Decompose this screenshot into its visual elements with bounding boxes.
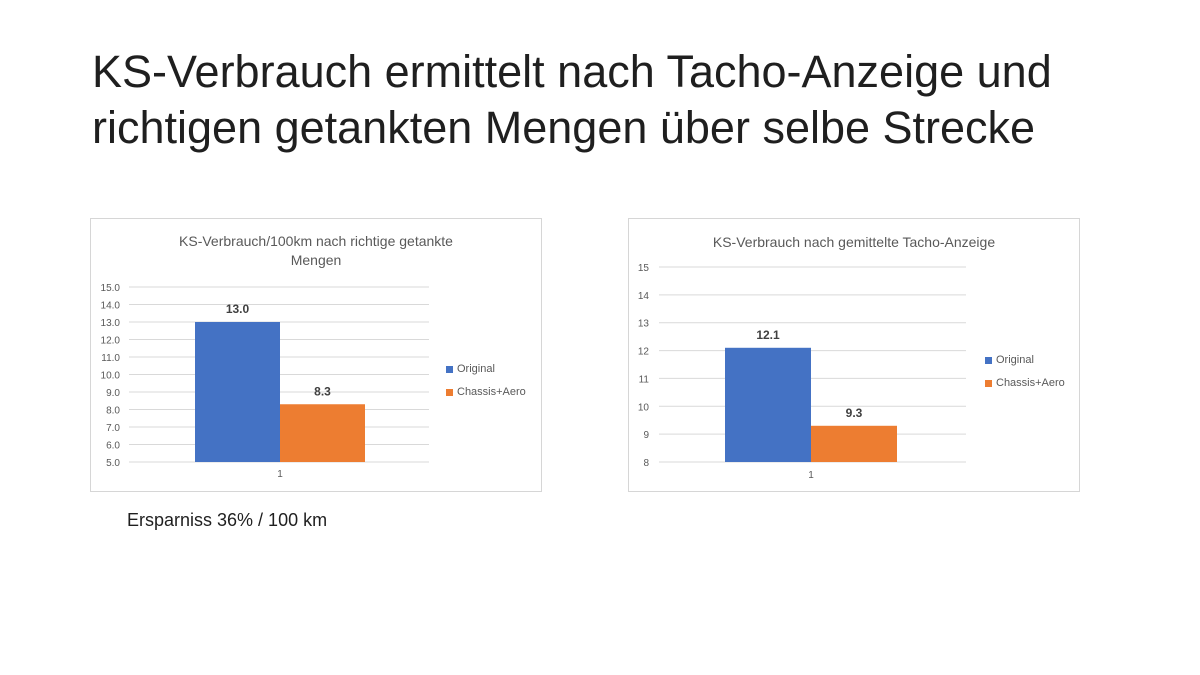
y-tick-label: 12.0: [101, 336, 121, 347]
y-tick-label: 13.0: [101, 318, 121, 329]
data-label: 12.1: [756, 328, 780, 342]
y-tick-label: 9: [643, 430, 649, 441]
y-tick-label: 11: [639, 374, 650, 385]
legend-item-original: Original: [985, 353, 1065, 367]
y-tick-label: 11.0: [101, 353, 120, 364]
slide-title: KS-Verbrauch ermittelt nach Tacho-Anzeig…: [92, 46, 1052, 153]
bar-chassis-aero: [280, 404, 365, 462]
y-tick-label: 6.0: [106, 441, 120, 452]
legend-item-chassis-aero: Chassis+Aero: [985, 376, 1065, 390]
bar-chassis-aero: [811, 425, 897, 462]
legend-label: Original: [457, 363, 495, 375]
chart-tacho-consumption: KS-Verbrauch nach gemittelte Tacho-Anzei…: [628, 218, 1080, 492]
savings-note: Ersparniss 36% / 100 km: [127, 510, 328, 530]
chart-title: KS-Verbrauch/100km nach richtige getankt…: [179, 233, 453, 268]
legend-swatch-chassis-aero: [985, 379, 992, 387]
data-label: 8.3: [314, 384, 331, 398]
chart-plot-area: 5.0 6.0 7.0 8.0 9.0 10.0 11.0 12.0 13.0 14.0 15.0 1…: [101, 283, 429, 480]
chart-title: KS-Verbrauch nach gemittelte Tacho-Anzei…: [712, 234, 996, 250]
chart-legend: Original Chassis+Aero: [985, 353, 1065, 399]
legend-label: Original: [996, 354, 1034, 366]
bar-original: [725, 347, 811, 462]
chart-plot-area: 8 9 10 11 12 13 14 15 12.1 9.3 1: [638, 263, 966, 481]
legend-item-chassis-aero: Chassis+Aero: [446, 385, 526, 399]
y-tick-label: 15: [638, 263, 650, 274]
data-label: 9.3: [846, 406, 863, 420]
y-tick-label: 14.0: [101, 301, 121, 312]
y-tick-label: 15.0: [101, 283, 121, 294]
chart-legend: Original Chassis+Aero: [446, 362, 526, 408]
y-tick-label: 5.0: [106, 458, 120, 469]
chart-refuel-consumption: KS-Verbrauch/100km nach richtige getankt…: [90, 218, 542, 492]
y-tick-label: 9.0: [106, 388, 120, 399]
legend-label: Chassis+Aero: [457, 386, 526, 398]
legend-item-original: Original: [446, 362, 526, 376]
x-category-label: 1: [277, 469, 283, 480]
y-tick-label: 13: [638, 319, 650, 330]
y-tick-label: 7.0: [106, 423, 120, 434]
y-tick-label: 10: [638, 402, 650, 413]
legend-swatch-original: [985, 356, 992, 364]
y-tick-label: 8.0: [106, 406, 120, 417]
y-tick-label: 8: [643, 458, 649, 469]
y-tick-label: 10.0: [101, 371, 121, 382]
legend-label: Chassis+Aero: [996, 377, 1065, 389]
bar-original: [195, 322, 280, 462]
y-tick-label: 14: [638, 291, 650, 302]
x-category-label: 1: [808, 470, 814, 481]
y-tick-label: 12: [638, 347, 650, 358]
legend-swatch-chassis-aero: [446, 388, 453, 396]
legend-swatch-original: [446, 365, 453, 373]
data-label: 13.0: [226, 302, 250, 316]
